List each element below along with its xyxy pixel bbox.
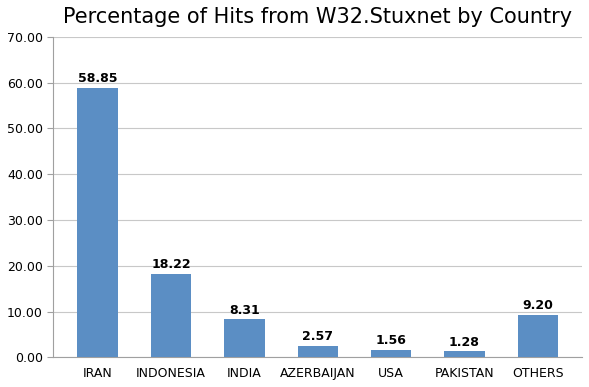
Bar	[371, 350, 411, 357]
Bar	[77, 88, 118, 357]
Bar	[151, 274, 191, 357]
Bar	[518, 315, 558, 357]
Bar	[224, 319, 264, 357]
Bar	[444, 351, 485, 357]
Bar	[297, 346, 338, 357]
Text: 1.56: 1.56	[376, 334, 406, 348]
Text: 1.28: 1.28	[449, 336, 480, 349]
Text: 9.20: 9.20	[522, 300, 553, 312]
Title: Percentage of Hits from W32.Stuxnet by Country: Percentage of Hits from W32.Stuxnet by C…	[63, 7, 573, 27]
Text: 8.31: 8.31	[229, 303, 260, 317]
Text: 18.22: 18.22	[151, 258, 191, 271]
Text: 58.85: 58.85	[78, 72, 117, 85]
Text: 2.57: 2.57	[302, 330, 333, 343]
